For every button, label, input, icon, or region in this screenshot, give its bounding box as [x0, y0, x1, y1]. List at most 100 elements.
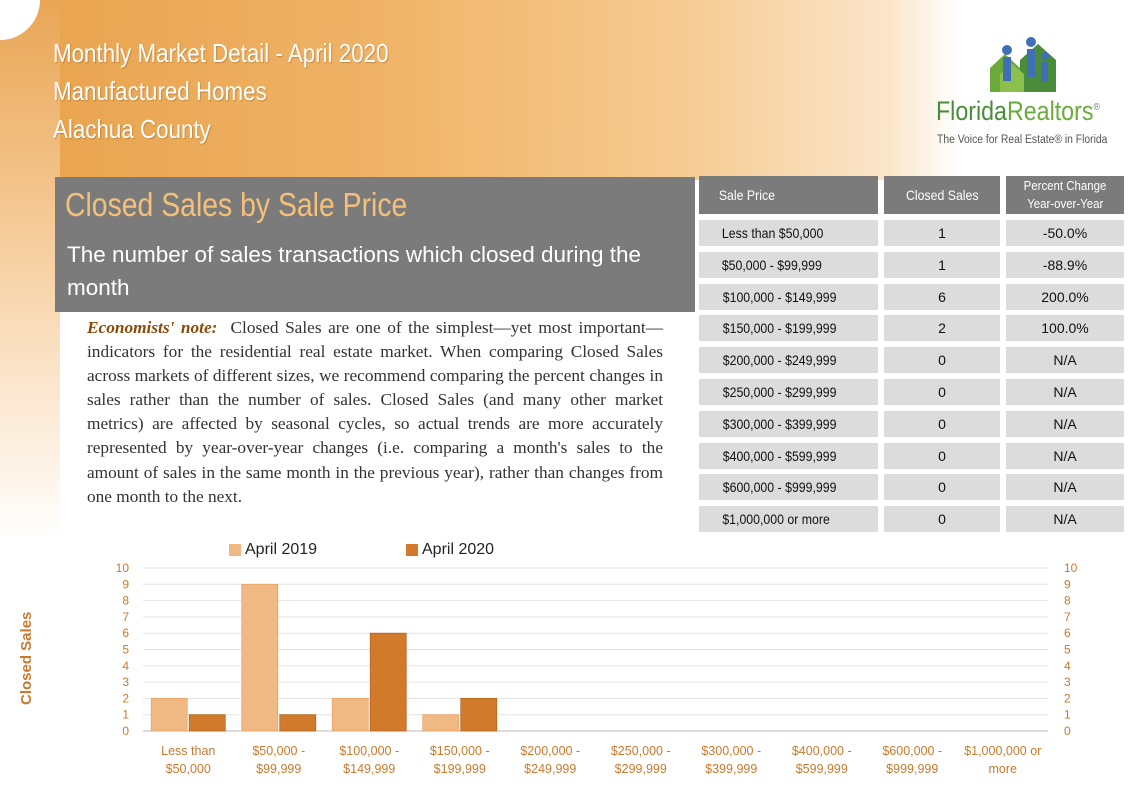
x-tick-label: $999,999 [886, 762, 938, 776]
x-tick-label: $300,000 - [701, 744, 761, 758]
y-tick-label-right: 4 [1064, 659, 1071, 673]
y-tick-label-left: 6 [122, 626, 129, 640]
row-percent-change: N/A [1006, 506, 1124, 533]
houses-people-icon [990, 37, 1056, 92]
row-closed-sales: 6 [884, 283, 1000, 310]
x-tick-label: $250,000 - [611, 744, 671, 758]
bar-2019 [241, 583, 279, 732]
row-percent-change: N/A [1006, 442, 1124, 469]
y-tick-label-right: 2 [1064, 691, 1071, 705]
logo-wordmark[interactable]: FloridaRealtors® [936, 96, 1100, 127]
section-subtitle: The number of sales transactions which c… [67, 242, 642, 300]
economists-note: Economists' note: Closed Sales are one o… [87, 316, 663, 509]
y-tick-label-left: 0 [122, 724, 129, 738]
x-tick-label: $149,999 [343, 762, 395, 776]
report-title: Monthly Market Detail - April 2020 [53, 38, 389, 68]
y-tick-label-right: 10 [1064, 561, 1078, 575]
col-header-closed-sales: Closed Sales [884, 176, 1000, 214]
note-body: Closed Sales are one of the simplest—yet… [87, 318, 664, 506]
legend-swatch-2019 [229, 544, 241, 556]
note-lead: Economists' note: [87, 318, 218, 337]
y-tick-label-right: 5 [1064, 643, 1071, 657]
x-tick-label: $599,999 [796, 762, 848, 776]
y-tick-label-right: 7 [1064, 610, 1071, 624]
section-header-panel [55, 177, 695, 312]
row-closed-sales: 0 [884, 442, 1000, 469]
logo-word-realtors: Realtors [1006, 96, 1094, 126]
y-tick-label-right: 8 [1064, 594, 1071, 608]
y-tick-label-left: 10 [116, 561, 130, 575]
row-price: $1,000,000 or more [699, 506, 878, 533]
row-closed-sales: 0 [884, 410, 1000, 437]
x-tick-label: $100,000 - [339, 744, 399, 758]
row-percent-change: N/A [1006, 474, 1124, 501]
y-tick-label-left: 7 [122, 610, 129, 624]
row-price: $400,000 - $599,999 [699, 442, 878, 469]
y-tick-label-left: 4 [122, 659, 129, 673]
x-tick-label: $400,000 - [792, 744, 852, 758]
y-tick-label-right: 6 [1064, 626, 1071, 640]
x-tick-label: $1,000,000 or [964, 744, 1041, 758]
row-closed-sales: 0 [884, 379, 1000, 405]
x-tick-label: $399,999 [705, 762, 757, 776]
header-banner [0, 0, 1142, 180]
x-tick-label: $50,000 - [252, 744, 305, 758]
row-closed-sales: 0 [884, 347, 1000, 374]
pct-header-line2: Year-over-Year [1026, 196, 1104, 211]
y-tick-label-left: 2 [122, 691, 129, 705]
row-price: $600,000 - $999,999 [699, 474, 878, 501]
col-header-percent-change: Percent Change Year-over-Year [1006, 176, 1124, 214]
row-closed-sales: 2 [884, 315, 1000, 342]
logo-word-florida: Florida [936, 96, 1007, 126]
y-tick-label-left: 3 [122, 675, 129, 689]
y-tick-label-left: 9 [122, 577, 129, 591]
bar-2020 [188, 714, 226, 732]
y-tick-label-right: 3 [1064, 675, 1071, 689]
y-tick-label-left: 8 [122, 594, 129, 608]
y-tick-label-right: 0 [1064, 724, 1071, 738]
row-price: $150,000 - $199,999 [699, 315, 878, 342]
row-price: $200,000 - $249,999 [699, 347, 878, 374]
row-percent-change: -88.9% [1006, 251, 1124, 278]
x-tick-label: $199,999 [434, 762, 486, 776]
row-price: $50,000 - $99,999 [699, 251, 878, 278]
row-percent-change: N/A [1006, 410, 1124, 437]
pct-header-line1: Percent Change [1023, 178, 1107, 193]
row-percent-change: N/A [1006, 347, 1124, 374]
closed-sales-chart: 0 0 1 1 2 2 3 3 4 4 5 5 6 6 7 7 8 8 9 9 10 10 Less than $50,000… [116, 561, 1078, 776]
legend-item-2019: April 2019 [229, 541, 317, 559]
y-tick-label-right: 1 [1064, 708, 1071, 722]
logo-registered: ® [1093, 102, 1100, 113]
x-tick-label: $200,000 - [520, 744, 580, 758]
row-price: $300,000 - $399,999 [699, 410, 878, 437]
legend-label-2020: April 2020 [422, 541, 495, 558]
legend-item-2020: April 2020 [406, 541, 494, 559]
y-tick-label-right: 9 [1064, 577, 1071, 591]
legend-label-2019: April 2019 [245, 541, 318, 558]
row-percent-change: 100.0% [1006, 315, 1124, 342]
legend-swatch-2020 [406, 544, 418, 556]
x-tick-label: $600,000 - [882, 744, 942, 758]
row-price: $250,000 - $299,999 [699, 379, 878, 405]
logo-tagline: The Voice for Real Estate® in Florida [937, 134, 1108, 146]
x-tick-label: $99,999 [256, 762, 301, 776]
y-tick-label-left: 5 [122, 643, 129, 657]
x-tick-label: $150,000 - [430, 744, 490, 758]
row-percent-change: N/A [1006, 379, 1124, 405]
row-price: Less than $50,000 [699, 220, 878, 246]
row-percent-change: -50.0% [1006, 220, 1124, 246]
row-price: $100,000 - $149,999 [699, 283, 878, 310]
y-tick-label-left: 1 [122, 708, 129, 722]
row-closed-sales: 0 [884, 474, 1000, 501]
county-name: Alachua County [53, 114, 211, 144]
col-header-sale-price: Sale Price [699, 176, 878, 214]
x-tick-label: $249,999 [524, 762, 576, 776]
x-tick-label: Less than [161, 744, 215, 758]
bar-2020 [460, 697, 498, 732]
row-closed-sales: 1 [884, 251, 1000, 278]
header-side-fade [0, 0, 60, 540]
row-percent-change: 200.0% [1006, 283, 1124, 310]
x-tick-label: $50,000 [166, 762, 211, 776]
bar-2020 [369, 632, 407, 732]
bar-2020 [279, 714, 317, 732]
